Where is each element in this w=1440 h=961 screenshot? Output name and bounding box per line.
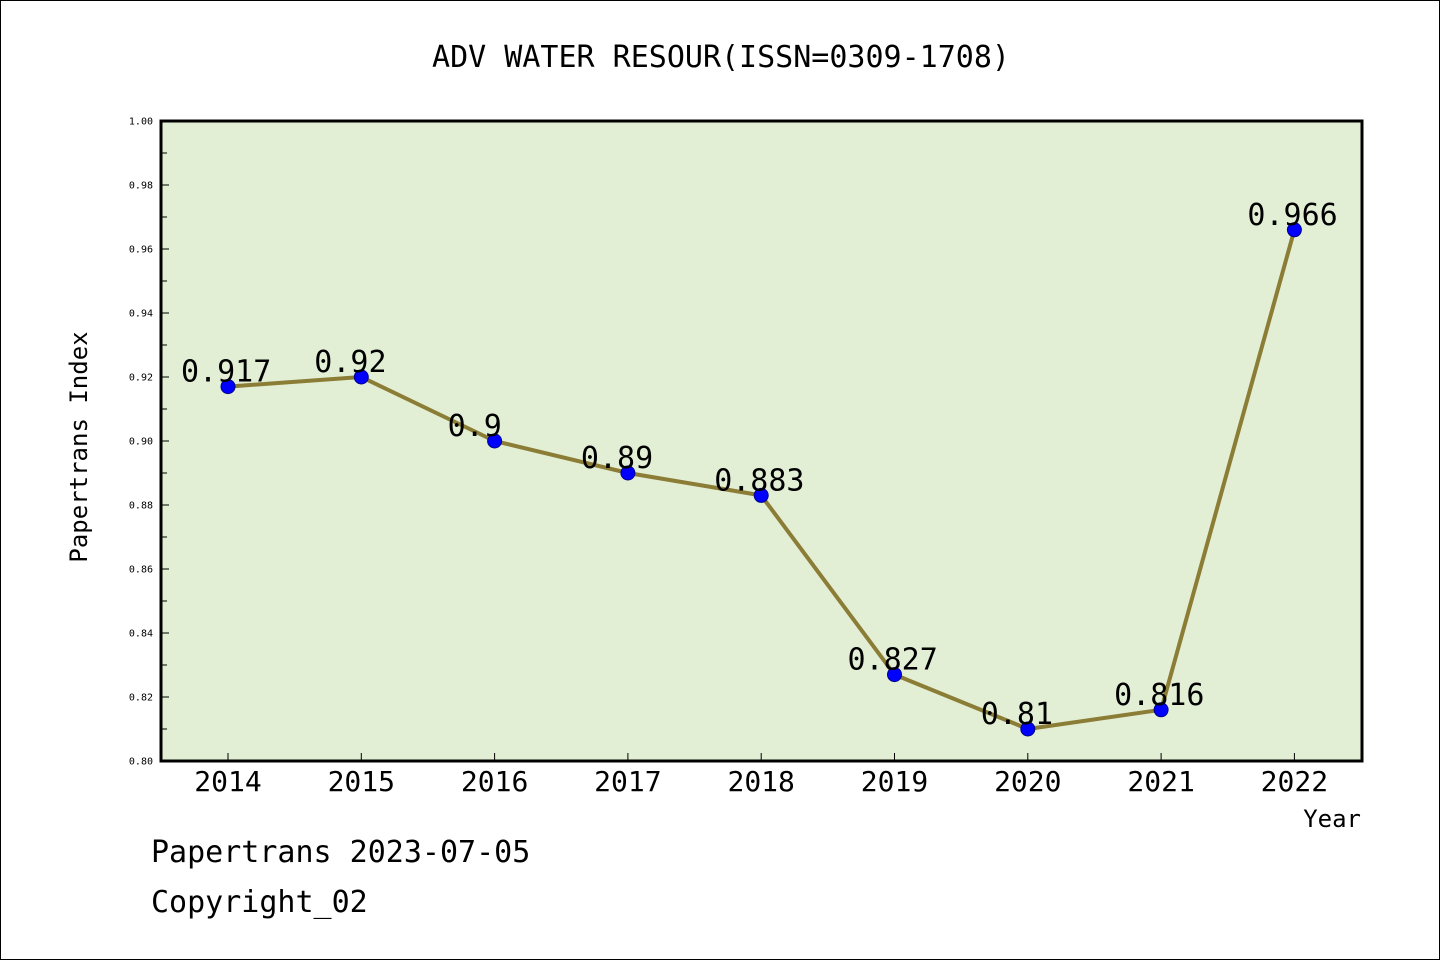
y-tick-label: 0.82 <box>129 693 153 704</box>
y-axis: 0.80 0.82 0.84 0.86 0.88 0.90 0.92 0.94 0.96 0.98… <box>129 117 169 768</box>
data-point <box>620 465 636 481</box>
y-tick-label: 0.88 <box>129 501 153 512</box>
data-label: 0.883 <box>714 463 804 498</box>
chart-title: ADV WATER RESOUR(ISSN=0309-1708) <box>432 40 1010 75</box>
data-point <box>1020 721 1036 737</box>
x-tick-label: 2018 <box>727 765 794 798</box>
data-label: 0.81 <box>981 697 1053 732</box>
y-tick-label: 0.86 <box>129 565 153 576</box>
x-tick-label: 2022 <box>1261 765 1328 798</box>
x-tick-label: 2014 <box>194 765 261 798</box>
data-label: 0.89 <box>581 441 653 476</box>
data-label: 0.816 <box>1114 678 1204 713</box>
y-tick-label: 0.80 <box>129 757 153 768</box>
y-tick-label: 0.98 <box>129 181 153 192</box>
x-tick-label: 2017 <box>594 765 661 798</box>
y-tick-label: 0.96 <box>129 245 153 256</box>
y-tick-label: 0.90 <box>129 437 153 448</box>
x-tick-label: 2016 <box>461 765 528 798</box>
data-label: 0.827 <box>848 643 938 678</box>
x-tick-label: 2019 <box>861 765 928 798</box>
y-tick-label: 0.92 <box>129 373 153 384</box>
x-axis-label: Year <box>1303 805 1361 833</box>
data-point <box>887 667 902 683</box>
y-tick-label: 0.84 <box>129 629 153 640</box>
y-tick-label: 0.94 <box>129 309 153 320</box>
data-label: 0.9 <box>448 409 502 444</box>
x-axis: 2014 2015 2016 2017 2018 2019 2020 2021 2022 <box>194 753 1328 798</box>
footer-date: Papertrans 2023-07-05 <box>151 835 531 870</box>
series-layer <box>220 222 1302 737</box>
data-label: 0.966 <box>1247 198 1337 233</box>
data-point <box>220 379 236 395</box>
data-labels-layer: 0.917 0.92 0.9 0.89 0.883 0.827 0.81 0.816 0.966 <box>181 198 1338 732</box>
x-tick-label: 2015 <box>328 765 395 798</box>
plot-area <box>159 119 1364 763</box>
data-point <box>753 487 769 503</box>
x-tick-label: 2020 <box>994 765 1061 798</box>
y-axis-label: Papertrans Index <box>65 331 93 562</box>
y-tick-label: 1.00 <box>129 117 153 128</box>
data-label: 0.917 <box>181 355 271 390</box>
data-point <box>1286 222 1302 238</box>
data-point <box>1153 702 1169 718</box>
data-point <box>487 433 503 449</box>
data-point <box>353 369 369 385</box>
x-tick-label: 2021 <box>1127 765 1194 798</box>
footer-copyright: Copyright_02 <box>151 885 368 920</box>
data-label: 0.92 <box>314 345 386 380</box>
